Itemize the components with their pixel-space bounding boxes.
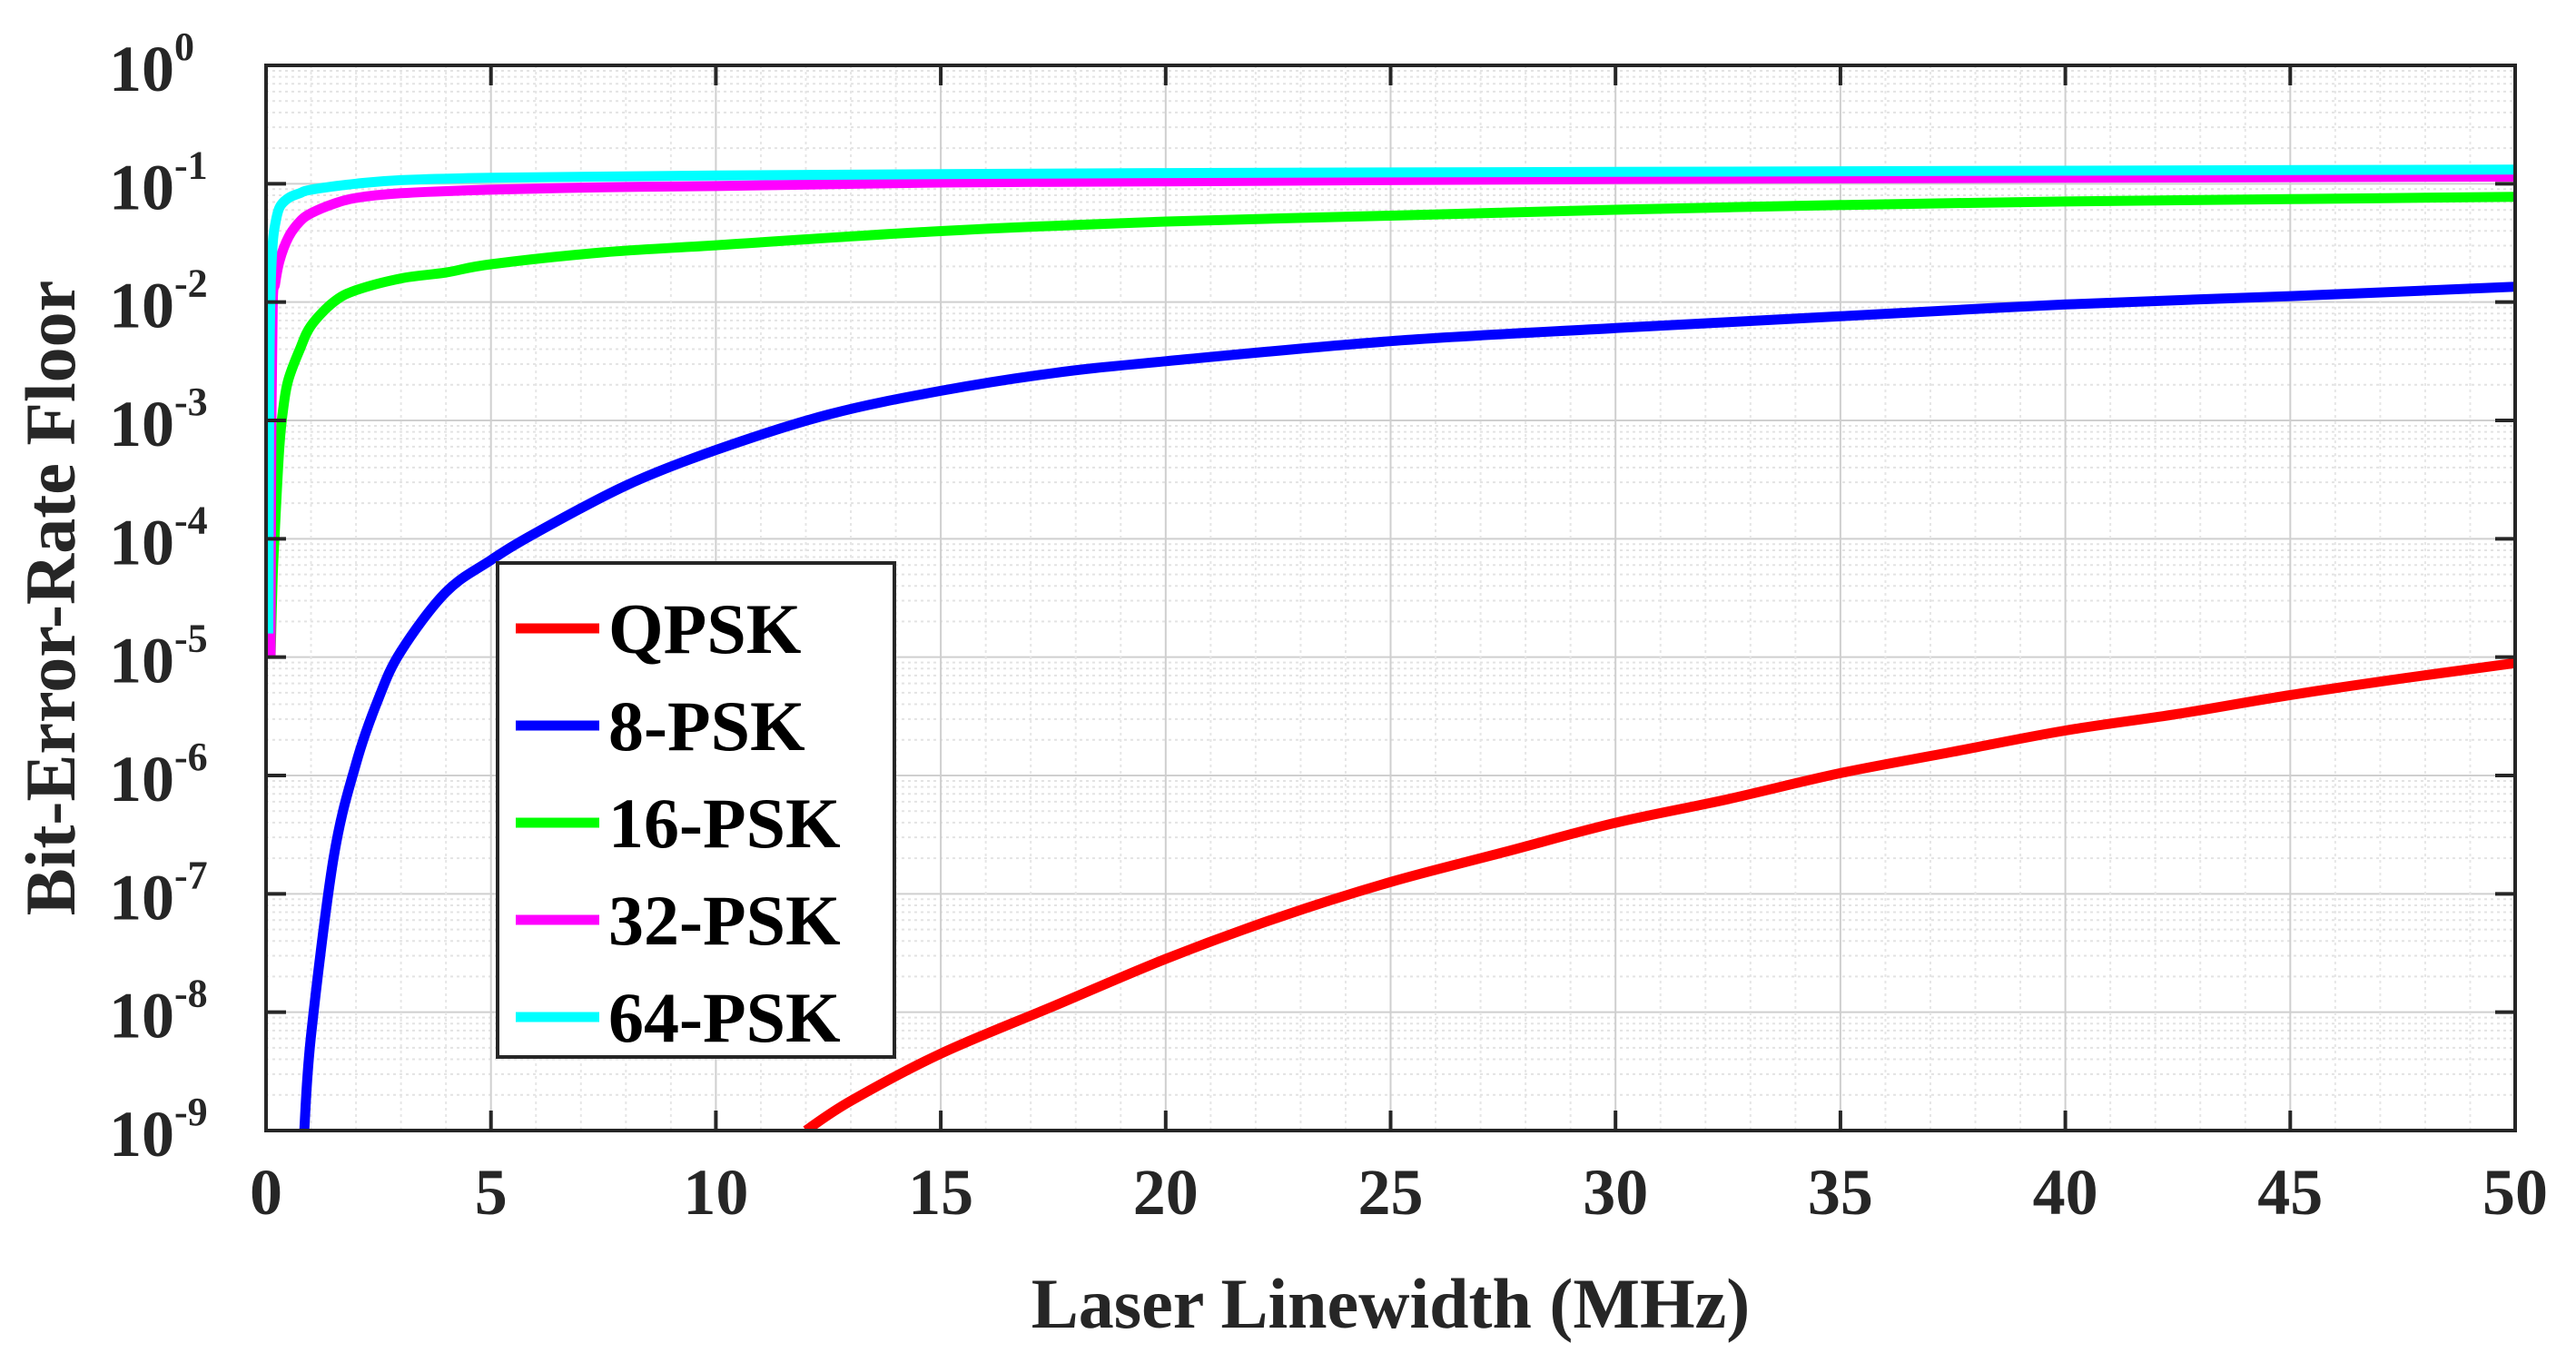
y-tick-label: 10-9 — [109, 1090, 208, 1170]
y-tick-label: 10-4 — [109, 498, 208, 578]
series-line-qpsk — [803, 657, 2515, 1131]
labels-layer: 100 10-1 10-2 10-3 10-4 10-5 10-6 10-7 10-8 10-9 0… — [11, 25, 2548, 1343]
series-layer — [266, 164, 2515, 1131]
y-tick-label: 10-5 — [109, 617, 208, 697]
legend-label-qpsk: QPSK — [608, 589, 802, 668]
x-tick-label: 50 — [2482, 1156, 2548, 1229]
legend-layer: QPSK 8-PSK 16-PSK 32-PSK 64-PSK — [496, 561, 896, 1059]
legend-box — [496, 561, 896, 1059]
x-tick-label: 20 — [1133, 1156, 1199, 1229]
x-tick-label: 5 — [475, 1156, 508, 1229]
x-tick-label: 30 — [1583, 1156, 1648, 1229]
legend-label-32-psk: 32-PSK — [608, 881, 841, 960]
y-tick-label: 10-8 — [109, 972, 208, 1052]
ticks-layer — [264, 64, 2517, 1132]
x-axis-label: Laser Linewidth (MHz) — [1031, 1264, 1751, 1343]
x-tick-label: 35 — [1808, 1156, 1873, 1229]
series-line-8-psk — [299, 281, 2515, 1131]
y-tick-label: 10-2 — [109, 262, 208, 342]
y-tick-label: 10-1 — [109, 143, 208, 223]
x-tick-label: 45 — [2257, 1156, 2323, 1229]
x-tick-label: 40 — [2033, 1156, 2098, 1229]
y-tick-label: 10-7 — [109, 853, 208, 933]
series-line-64-psk — [266, 164, 2515, 634]
y-tick-label: 10-3 — [109, 380, 208, 460]
y-tick-label: 10-6 — [109, 735, 208, 815]
legend-label-8-psk: 8-PSK — [608, 686, 805, 765]
x-tick-label: 25 — [1358, 1156, 1424, 1229]
y-axis-label: Bit-Error-Rate Floor — [11, 281, 90, 916]
x-tick-label: 0 — [250, 1156, 282, 1229]
y-tick-label: 100 — [109, 25, 194, 105]
legend-label-64-psk: 64-PSK — [608, 978, 841, 1057]
x-tick-label: 15 — [908, 1156, 973, 1229]
series-line-16-psk — [266, 192, 2515, 657]
legend-label-16-psk: 16-PSK — [608, 784, 841, 863]
x-tick-label: 10 — [683, 1156, 748, 1229]
